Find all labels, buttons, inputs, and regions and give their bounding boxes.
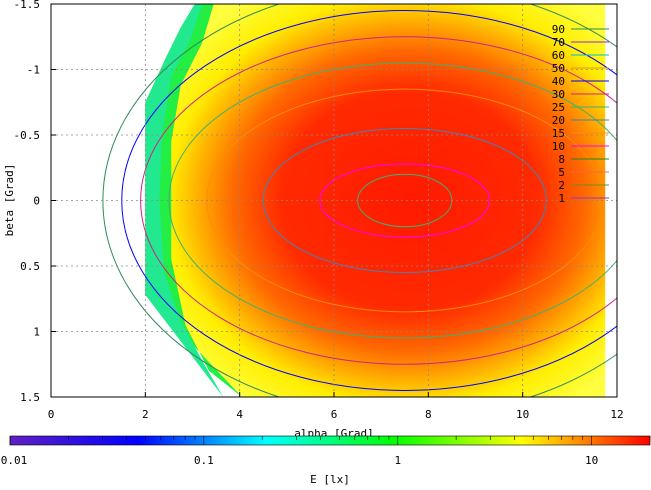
legend-entry-label: 2: [558, 179, 565, 192]
lowest-band: [145, 4, 224, 397]
colorbar-tick-label: 1: [394, 454, 401, 467]
colorbar-label: E [lx]: [310, 473, 350, 486]
heat-region: [145, 4, 606, 397]
legend-entry-label: 30: [552, 88, 565, 101]
x-tick-label: 2: [142, 408, 149, 421]
x-axis-ticks: 0 2 4 6 8 10 12: [48, 392, 624, 421]
heatmap-field: [145, 4, 606, 397]
legend-entry-label: 20: [552, 114, 565, 127]
colorbar-tick-label: 0.01: [1, 454, 28, 467]
x-tick-label: 6: [331, 408, 338, 421]
legend-entry-label: 90: [552, 23, 565, 36]
x-tick-label: 8: [425, 408, 432, 421]
legend-entry-label: 8: [558, 153, 565, 166]
x-tick-label: 0: [48, 408, 55, 421]
y-tick-label: -1.5: [14, 0, 41, 11]
y-tick-label: 1.5: [20, 391, 40, 404]
legend-entry-label: 70: [552, 36, 565, 49]
y-tick-label: -0.5: [14, 129, 41, 142]
legend-entry-label: 25: [552, 101, 565, 114]
grid: [51, 4, 617, 397]
colorbar: [9, 435, 651, 446]
contour-line: [319, 163, 491, 238]
y-axis-ticks: -1.5 -1 -0.5 0 0.5 1 1.5: [14, 0, 56, 404]
colorbar-tick-label: 10: [585, 454, 598, 467]
legend-entry-label: 10: [552, 140, 565, 153]
y-tick-label: 0: [33, 195, 40, 208]
y-tick-label: -1: [27, 64, 40, 77]
legend-entry-label: 60: [552, 49, 565, 62]
colorbar-tick-label: 0.1: [194, 454, 214, 467]
x-tick-label: 12: [610, 408, 623, 421]
x-tick-label: 10: [516, 408, 529, 421]
y-tick-label: 0.5: [20, 260, 40, 273]
legend-entry-label: 5: [558, 166, 565, 179]
legend-entry-label: 1: [558, 192, 565, 205]
y-axis-label: beta [Grad]: [3, 164, 16, 237]
contour-line: [140, 36, 617, 365]
contour-line: [168, 62, 617, 339]
legend-entry-label: 40: [552, 75, 565, 88]
legend-entry-label: 50: [552, 62, 565, 75]
legend-entry-label: 15: [552, 127, 565, 140]
x-tick-label: 4: [236, 408, 243, 421]
colorbar-ticks: 0.01 0.1 1 10: [1, 436, 651, 467]
y-tick-label: 1: [33, 326, 40, 339]
